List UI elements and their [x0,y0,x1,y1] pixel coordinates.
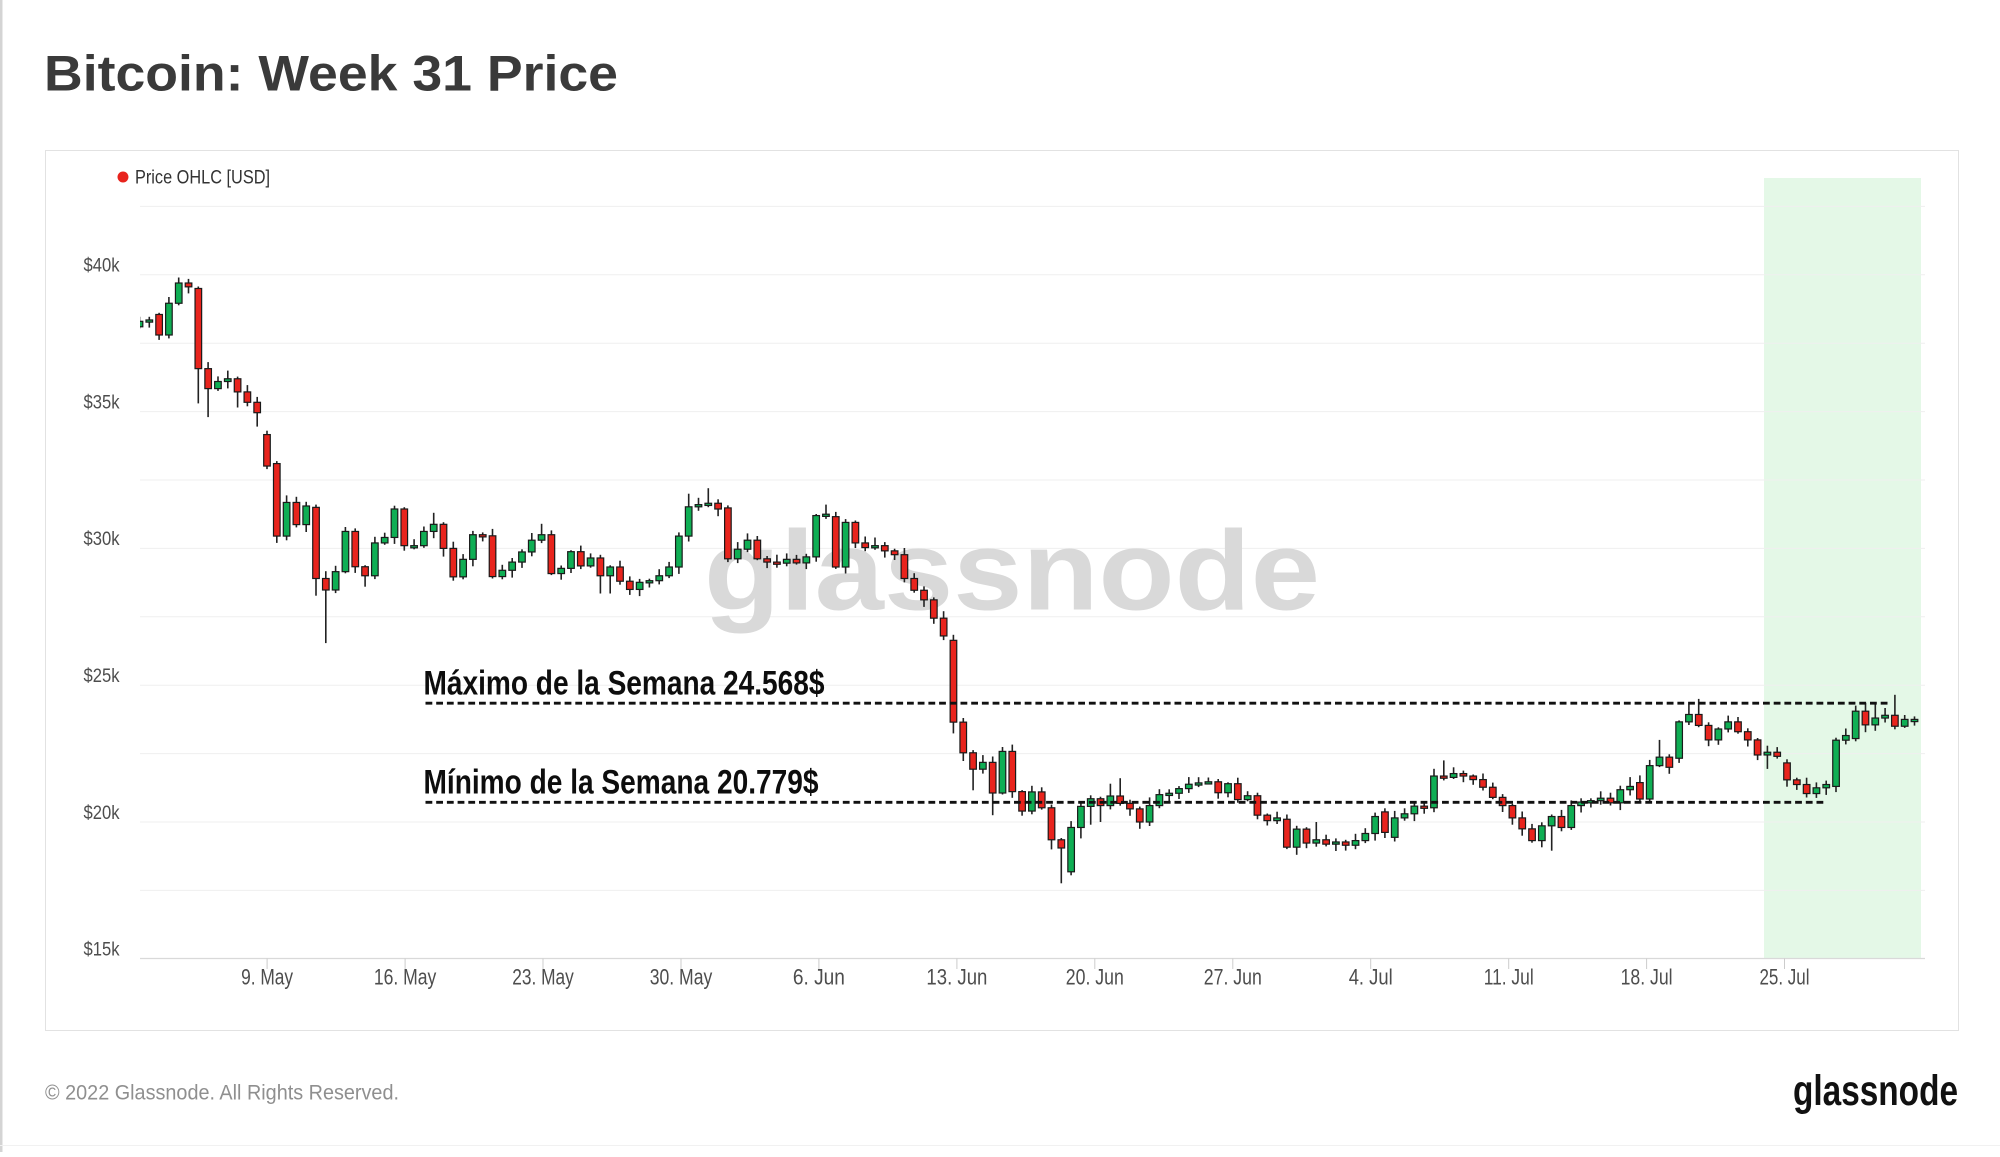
svg-text:23. May: 23. May [512,965,574,990]
svg-text:30. May: 30. May [650,965,713,990]
svg-text:18. Jul: 18. Jul [1621,965,1673,990]
svg-text:Mínimo de la Semana 20.779$: Mínimo de la Semana 20.779$ [424,764,819,802]
svg-text:20. Jun: 20. Jun [1066,965,1124,990]
svg-text:4. Jul: 4. Jul [1349,965,1393,990]
svg-text:25. Jul: 25. Jul [1760,965,1810,990]
svg-text:11. Jul: 11. Jul [1484,965,1534,990]
svg-text:Price OHLC [USD]: Price OHLC [USD] [135,167,270,189]
svg-text:16. May: 16. May [374,965,437,990]
svg-text:$30k: $30k [84,529,120,550]
svg-text:6. Jun: 6. Jun [793,965,845,990]
svg-text:$35k: $35k [84,392,120,413]
svg-text:$15k: $15k [84,940,120,961]
svg-text:© 2022 Glassnode. All Rights R: © 2022 Glassnode. All Rights Reserved. [45,1082,399,1105]
svg-text:glassnode: glassnode [1793,1067,1958,1115]
svg-text:9. May: 9. May [241,965,293,990]
svg-text:$25k: $25k [84,666,120,687]
svg-text:$20k: $20k [84,803,120,824]
svg-text:glassnode: glassnode [704,508,1320,634]
svg-text:13. Jun: 13. Jun [926,965,987,990]
svg-text:27. Jun: 27. Jun [1204,965,1262,990]
svg-text:Bitcoin: Week 31 Price: Bitcoin: Week 31 Price [44,46,618,102]
svg-text:Máximo de la Semana 24.568$: Máximo de la Semana 24.568$ [424,665,825,703]
svg-text:$40k: $40k [84,256,120,277]
